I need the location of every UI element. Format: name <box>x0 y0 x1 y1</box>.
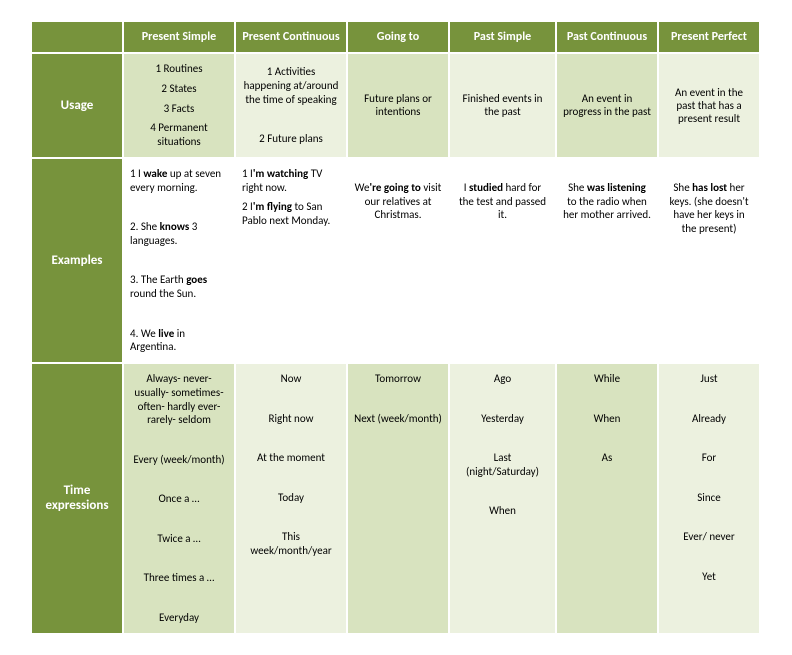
usage-present-perfect: An event in the past that has a present … <box>659 54 759 157</box>
usage-going-to: Future plans or intentions <box>348 54 448 157</box>
usage-past-continuous: An event in progress in the past <box>557 54 657 157</box>
time-row: Time expressions Always- never- usually-… <box>32 364 759 633</box>
time-present-continuous: Now Right now At the moment Today This w… <box>236 364 346 633</box>
ex-past-continuous: She was listening to the radio when her … <box>557 159 657 362</box>
time-past-continuous: While When As <box>557 364 657 633</box>
ex-present-simple: 1 I wake up at seven every morning. 2. S… <box>124 159 234 362</box>
ex-going-to: We're going to visit our relatives at Ch… <box>348 159 448 362</box>
corner-cell <box>32 22 122 52</box>
time-present-simple: Always- never- usually- sometimes- often… <box>124 364 234 633</box>
col-present-perfect: Present Perfect <box>659 22 759 52</box>
rowlabel-examples: Examples <box>32 159 122 362</box>
header-row: Present Simple Present Continuous Going … <box>32 22 759 52</box>
col-going-to: Going to <box>348 22 448 52</box>
usage-past-simple: Finished events in the past <box>450 54 555 157</box>
rowlabel-usage: Usage <box>32 54 122 157</box>
time-past-simple: Ago Yesterday Last (night/Saturday) When <box>450 364 555 633</box>
usage-present-continuous: 1 Activities happening at/around the tim… <box>236 54 346 157</box>
time-present-perfect: Just Already For Since Ever/ never Yet <box>659 364 759 633</box>
col-past-continuous: Past Continuous <box>557 22 657 52</box>
rowlabel-time: Time expressions <box>32 364 122 633</box>
usage-row: Usage 1 Routines 2 States 3 Facts 4 Perm… <box>32 54 759 157</box>
usage-present-simple: 1 Routines 2 States 3 Facts 4 Permanent … <box>124 54 234 157</box>
examples-row: Examples 1 I wake up at seven every morn… <box>32 159 759 362</box>
time-going-to: Tomorrow Next (week/month) <box>348 364 448 633</box>
ex-present-perfect: She has lost her keys. (she doesn't have… <box>659 159 759 362</box>
ex-present-continuous: 1 I'm watching TV right now. 2 I'm flyin… <box>236 159 346 362</box>
col-past-simple: Past Simple <box>450 22 555 52</box>
col-present-simple: Present Simple <box>124 22 234 52</box>
col-present-continuous: Present Continuous <box>236 22 346 52</box>
tenses-table: Present Simple Present Continuous Going … <box>30 20 761 635</box>
ex-past-simple: I studied hard for the test and passed i… <box>450 159 555 362</box>
